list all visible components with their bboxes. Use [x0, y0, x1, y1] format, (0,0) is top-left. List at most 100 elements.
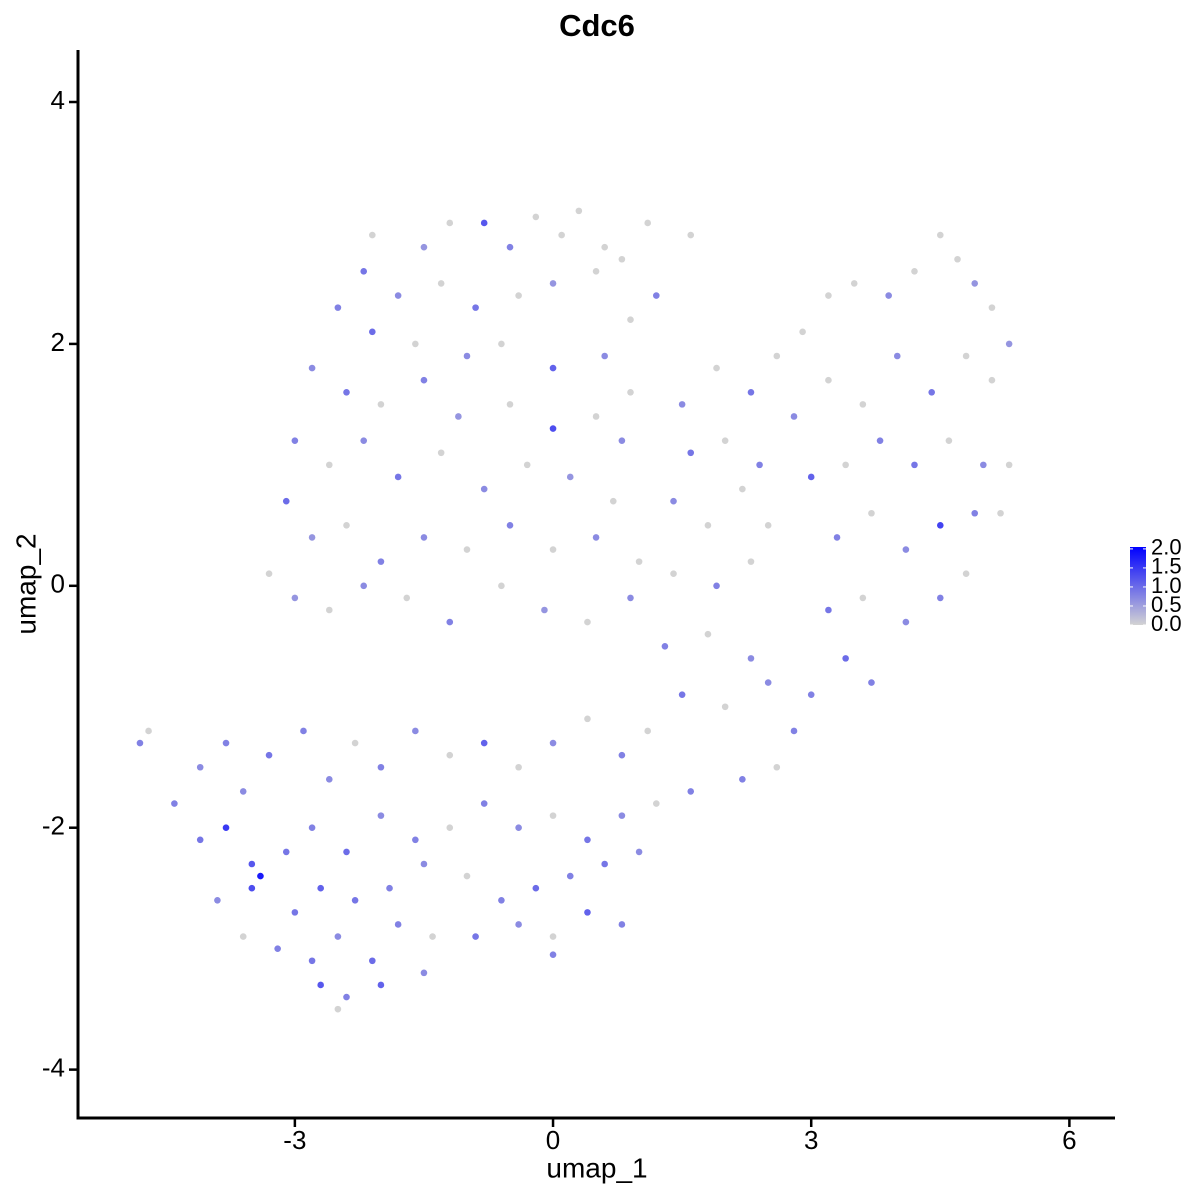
y-axis-title: umap_2 [10, 533, 41, 634]
point [420, 860, 428, 868]
point [549, 364, 557, 372]
point [386, 884, 393, 892]
point [472, 933, 479, 940]
point [308, 364, 316, 372]
point [618, 921, 626, 928]
y-tick-label: -2 [42, 811, 65, 841]
point [713, 364, 720, 372]
point [515, 824, 522, 832]
point [962, 570, 970, 578]
point [601, 352, 608, 360]
colorbar-tick-label: 0.5 [1151, 592, 1182, 617]
point [790, 413, 798, 420]
point [859, 594, 867, 602]
point [566, 473, 574, 481]
point [1005, 340, 1013, 348]
point [988, 376, 996, 384]
point [678, 691, 686, 698]
point [291, 437, 299, 444]
point [420, 243, 428, 251]
y-tick-label: -4 [42, 1052, 65, 1082]
point [842, 655, 849, 662]
point [747, 558, 755, 565]
point [937, 594, 944, 602]
point [523, 461, 531, 469]
point [653, 292, 660, 299]
point [222, 739, 230, 747]
point [463, 872, 471, 880]
point [300, 727, 307, 735]
point [592, 268, 600, 275]
point [592, 534, 600, 541]
point [480, 739, 488, 747]
point [403, 594, 411, 602]
point [747, 655, 755, 662]
point [171, 800, 178, 807]
point [343, 388, 350, 396]
point [360, 582, 368, 590]
point [790, 727, 798, 735]
point [558, 231, 565, 239]
point [764, 679, 772, 686]
point [980, 461, 987, 469]
point [687, 788, 695, 795]
point [549, 425, 557, 432]
y-tick-label: 4 [51, 85, 65, 115]
point [687, 449, 695, 457]
point [549, 951, 557, 959]
point [498, 896, 505, 904]
point [618, 751, 626, 759]
point [954, 255, 961, 263]
point [902, 546, 910, 553]
point [351, 739, 359, 747]
point [377, 981, 385, 989]
point [214, 896, 221, 904]
point [412, 340, 419, 348]
point [618, 437, 626, 444]
point [472, 304, 479, 311]
point [317, 981, 324, 989]
point [265, 570, 273, 578]
point [437, 280, 445, 287]
point [928, 388, 935, 396]
point [825, 376, 832, 384]
point [868, 679, 875, 686]
point [601, 243, 608, 251]
point [377, 763, 385, 771]
colorbar-tick-label: 1.5 [1151, 554, 1182, 579]
point [248, 884, 256, 892]
point [334, 1005, 342, 1013]
point [566, 872, 574, 880]
point [437, 449, 445, 457]
point [394, 473, 402, 481]
point [515, 921, 522, 928]
x-axis-title: umap_1 [546, 1152, 647, 1183]
point [506, 401, 514, 408]
point [498, 340, 505, 348]
point [291, 594, 299, 602]
point [274, 945, 281, 952]
point [713, 582, 720, 590]
point [549, 280, 557, 287]
point [282, 848, 290, 856]
point [325, 461, 333, 469]
point [627, 316, 634, 324]
point [670, 570, 677, 578]
point [463, 546, 471, 553]
point [971, 509, 979, 517]
point [369, 957, 376, 965]
point [394, 292, 402, 299]
point [799, 328, 806, 336]
point [480, 485, 488, 493]
point [377, 558, 385, 565]
point [937, 522, 944, 529]
point [463, 352, 471, 360]
point [532, 884, 540, 892]
point [446, 618, 454, 626]
point [308, 957, 316, 965]
point [480, 219, 488, 227]
point [627, 594, 634, 602]
point [850, 280, 858, 287]
point [859, 401, 867, 408]
point [420, 534, 428, 541]
